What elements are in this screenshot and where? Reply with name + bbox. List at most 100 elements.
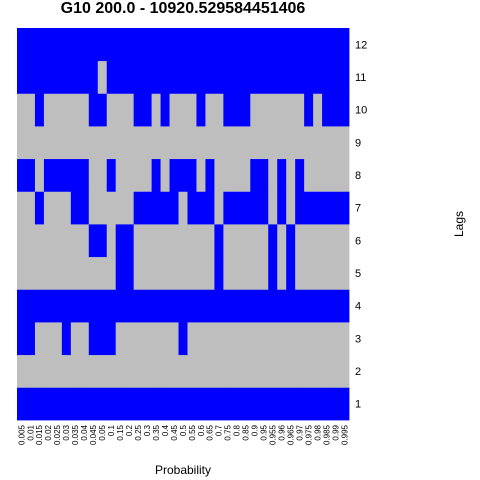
heatmap-cell bbox=[97, 28, 108, 62]
x-tick-label: 0.3 bbox=[143, 424, 152, 436]
heatmap-cell bbox=[17, 126, 27, 160]
x-tick-label: 0.95 bbox=[260, 424, 269, 440]
heatmap-cell bbox=[322, 126, 332, 160]
heatmap-cell bbox=[124, 126, 135, 160]
heatmap-cell bbox=[340, 224, 350, 258]
heatmap-cell bbox=[124, 224, 135, 258]
heatmap-cell bbox=[295, 93, 305, 127]
heatmap-cell bbox=[34, 60, 45, 94]
heatmap-cell bbox=[124, 158, 135, 192]
heatmap-cell bbox=[340, 191, 350, 225]
heatmap-cell bbox=[268, 256, 278, 290]
heatmap-cell bbox=[142, 93, 152, 127]
heatmap-cell bbox=[205, 256, 215, 290]
heatmap-cell bbox=[313, 387, 323, 421]
heatmap-cell bbox=[97, 224, 108, 258]
y-axis-label: Lags bbox=[452, 211, 466, 237]
heatmap-cell bbox=[115, 93, 126, 127]
heatmap-cell bbox=[250, 93, 260, 127]
heatmap-cell bbox=[241, 158, 251, 192]
x-tick-label: 0.04 bbox=[80, 424, 89, 440]
heatmap-cell bbox=[133, 256, 144, 290]
heatmap-cell bbox=[70, 289, 81, 323]
heatmap-cell bbox=[160, 387, 170, 421]
heatmap-cell bbox=[268, 387, 278, 421]
heatmap-cell bbox=[187, 28, 197, 62]
heatmap-cell bbox=[70, 93, 81, 127]
heatmap-cell bbox=[322, 354, 332, 388]
heatmap-cell bbox=[295, 191, 305, 225]
heatmap-cell bbox=[25, 387, 36, 421]
heatmap-cell bbox=[97, 289, 108, 323]
heatmap-cell bbox=[214, 126, 224, 160]
heatmap-cell bbox=[322, 387, 332, 421]
heatmap-cell bbox=[268, 322, 278, 356]
heatmap-cell bbox=[277, 158, 287, 192]
heatmap-cell bbox=[124, 93, 135, 127]
heatmap-cell bbox=[133, 158, 144, 192]
heatmap-cell bbox=[277, 224, 287, 258]
heatmap-cell bbox=[259, 158, 269, 192]
heatmap-cell bbox=[88, 256, 99, 290]
heatmap-cell bbox=[223, 60, 233, 94]
heatmap-cell bbox=[79, 387, 90, 421]
x-tick-label: 0.8 bbox=[233, 424, 242, 436]
heatmap-cell bbox=[232, 289, 242, 323]
heatmap-cell bbox=[106, 354, 117, 388]
heatmap-cell bbox=[52, 256, 63, 290]
heatmap-cell bbox=[286, 322, 296, 356]
heatmap-cell bbox=[17, 322, 27, 356]
heatmap-cell bbox=[70, 126, 81, 160]
heatmap-cell bbox=[286, 60, 296, 94]
heatmap-cell bbox=[322, 93, 332, 127]
heatmap-cell bbox=[142, 387, 152, 421]
heatmap-cell bbox=[295, 256, 305, 290]
heatmap-cell bbox=[97, 126, 108, 160]
heatmap-cell bbox=[88, 28, 99, 62]
heatmap-cell bbox=[322, 28, 332, 62]
x-tick-label: 0.35 bbox=[152, 424, 161, 440]
heatmap-cell bbox=[142, 322, 152, 356]
heatmap-cell bbox=[241, 93, 251, 127]
heatmap-cell bbox=[295, 126, 305, 160]
heatmap-cell bbox=[169, 224, 179, 258]
heatmap-cell bbox=[133, 191, 144, 225]
heatmap-cell bbox=[34, 354, 45, 388]
heatmap-cell bbox=[178, 126, 188, 160]
heatmap-cell bbox=[97, 191, 108, 225]
y-tick-label: 2 bbox=[355, 366, 361, 378]
x-tick-label: 0.99 bbox=[331, 424, 340, 440]
heatmap-cell bbox=[259, 60, 269, 94]
heatmap-cell bbox=[115, 256, 126, 290]
y-tick-label: 3 bbox=[355, 333, 361, 345]
heatmap-cell bbox=[43, 191, 54, 225]
heatmap-cell bbox=[169, 60, 179, 94]
heatmap-cell bbox=[187, 224, 197, 258]
heatmap-cell bbox=[232, 354, 242, 388]
heatmap-cell bbox=[106, 191, 117, 225]
heatmap-cell bbox=[124, 256, 135, 290]
heatmap-cell bbox=[169, 256, 179, 290]
heatmap-cell bbox=[232, 60, 242, 94]
y-tick-label: 9 bbox=[355, 137, 361, 149]
heatmap-cell bbox=[61, 256, 72, 290]
heatmap-cell bbox=[178, 224, 188, 258]
heatmap-cell bbox=[52, 158, 63, 192]
heatmap-cell bbox=[286, 354, 296, 388]
heatmap-cell bbox=[187, 322, 197, 356]
heatmap-cell bbox=[43, 224, 54, 258]
heatmap-cell bbox=[160, 158, 170, 192]
heatmap-cell bbox=[169, 387, 179, 421]
heatmap-cell bbox=[286, 158, 296, 192]
heatmap-cell bbox=[259, 322, 269, 356]
heatmap-cell bbox=[79, 354, 90, 388]
heatmap-cell bbox=[88, 322, 99, 356]
heatmap-cell bbox=[196, 93, 206, 127]
heatmap-cell bbox=[79, 256, 90, 290]
heatmap-cell bbox=[268, 93, 278, 127]
heatmap-cell bbox=[169, 289, 179, 323]
heatmap-cell bbox=[340, 126, 350, 160]
heatmap-cell bbox=[268, 158, 278, 192]
heatmap-cell bbox=[106, 289, 117, 323]
heatmap-cell bbox=[259, 28, 269, 62]
